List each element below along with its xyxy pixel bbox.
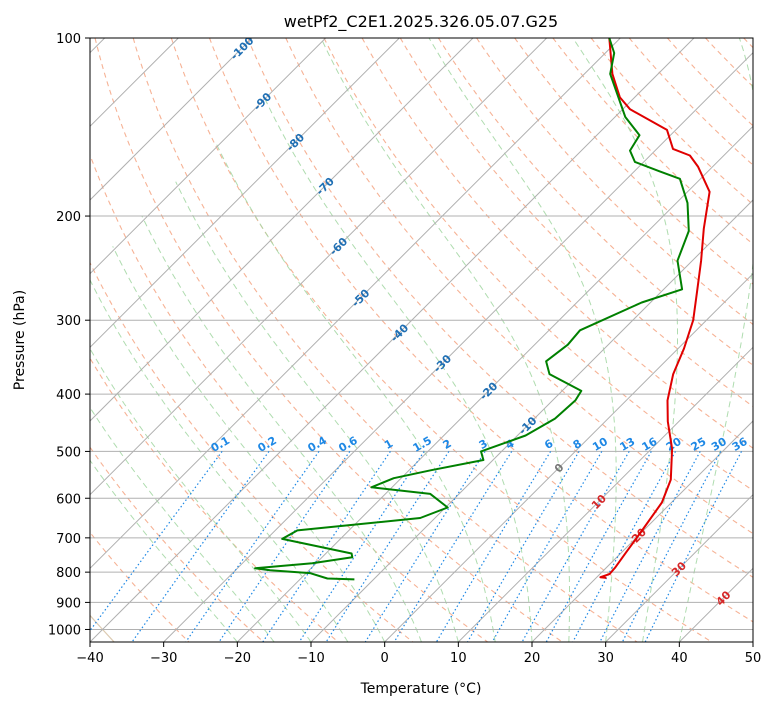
mixing-ratio-line (325, 451, 450, 642)
dry-adiabat-line (590, 38, 753, 206)
y-axis-ticks: 100 200 300 400 500 600 700 800 900 1000 (48, 32, 90, 638)
plot-area: -100-90-80-70-60-50-40-30-20-10010203040… (90, 38, 753, 642)
dry-adiabat-line (476, 38, 753, 326)
x-tick-label: −30 (150, 651, 177, 666)
isotherm-line (531, 420, 753, 642)
x-tick-label: −40 (76, 651, 103, 666)
x-tick-label: 20 (524, 651, 541, 666)
moist-adiabat-line (90, 459, 238, 642)
isotherm-line (90, 38, 474, 422)
y-tick-label: 200 (56, 210, 81, 225)
mixing-ratio-line (545, 451, 652, 642)
profile-series (254, 38, 711, 581)
moist-adiabat-line (90, 278, 349, 642)
mixing-ratio-line (364, 451, 486, 642)
dry-adiabat-line (208, 38, 753, 623)
moist-adiabat-line (572, 38, 678, 642)
grid-lines (90, 38, 753, 642)
x-tick-label: 30 (597, 651, 614, 666)
x-tick-label: 10 (450, 651, 467, 666)
x-tick-label: 50 (745, 651, 762, 666)
moist-adiabat-line (90, 406, 275, 642)
x-axis-ticks: −40 −30 −20 −10 0 10 20 30 40 50 (76, 642, 761, 666)
dry-adiabat-line (514, 38, 753, 285)
x-tick-label: 0 (381, 651, 389, 666)
moist-adiabat-line (262, 95, 533, 642)
mixing-ratio-line (572, 451, 677, 642)
moist-adiabat-line (678, 38, 753, 642)
y-axis-label: Pressure (hPa) (12, 290, 28, 390)
isotherm-line (90, 38, 621, 570)
y-tick-label: 100 (56, 32, 81, 47)
dewpoint-profile-line (254, 38, 690, 581)
y-tick-label: 400 (56, 388, 81, 403)
moist-adiabat-line (141, 215, 422, 642)
y-tick-label: 1000 (48, 623, 81, 638)
isotherm-line (90, 38, 327, 275)
dry-adiabat-line (132, 38, 638, 642)
x-tick-label: 40 (671, 651, 688, 666)
dry-adiabats (90, 38, 753, 642)
mixing-ratio-line (521, 451, 630, 642)
temperature-profile-line (599, 38, 711, 579)
x-tick-label: −20 (224, 651, 251, 666)
y-tick-label: 600 (56, 492, 81, 507)
isotherm-line (90, 38, 548, 496)
moist-adiabat-line (90, 347, 312, 642)
mixing-ratio-line (599, 451, 701, 642)
moist-adiabat-line (112, 246, 386, 642)
dry-adiabat-line (90, 446, 264, 642)
isotherm-line (310, 199, 753, 642)
moist-adiabat-line (320, 38, 570, 642)
dry-adiabat-line (170, 38, 712, 642)
mixing-ratio-line (218, 451, 351, 642)
moist-adiabat-line (175, 181, 459, 642)
dry-adiabat-line (399, 38, 753, 408)
isotherm-line (90, 38, 400, 349)
mixing-ratio-line (185, 451, 320, 642)
mixing-ratio-line (466, 451, 580, 642)
isotherm-line (605, 493, 753, 642)
isotherm-line (90, 38, 253, 201)
y-tick-label: 900 (56, 596, 81, 611)
dry-adiabat-line (94, 38, 563, 642)
isotherm-line (90, 38, 695, 642)
y-tick-label: 800 (56, 566, 81, 581)
dry-adiabat-line (247, 38, 753, 578)
y-tick-label: 500 (56, 445, 81, 460)
plot-frame (89, 37, 754, 643)
isotherm-line (457, 346, 753, 642)
dry-adiabat-line (437, 38, 753, 366)
x-tick-label: −10 (297, 651, 324, 666)
dry-adiabat-line (361, 38, 753, 449)
mixing-ratio-line (393, 451, 513, 642)
dry-adiabat-line (628, 38, 753, 166)
isotherm-line (236, 125, 753, 642)
mixing-ratio-lines (90, 451, 743, 642)
mixing-ratio-line (621, 451, 722, 642)
mixing-ratio-line (435, 451, 552, 642)
mixing-ratio-line (90, 451, 223, 632)
chart-title: wetPf2_C2E1.2025.326.05.07.G25 (284, 12, 558, 32)
moist-adiabat-line (428, 38, 617, 642)
mixing-ratio-line (491, 451, 603, 642)
y-tick-label: 700 (56, 532, 81, 547)
y-tick-label: 300 (56, 314, 81, 329)
isotherm-line (163, 51, 753, 642)
x-axis-label: Temperature (°C) (360, 681, 482, 697)
